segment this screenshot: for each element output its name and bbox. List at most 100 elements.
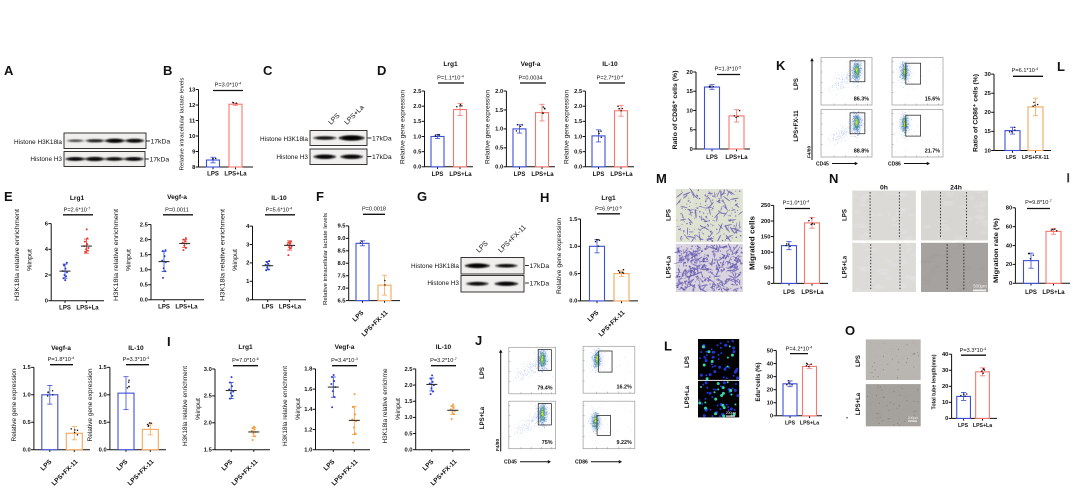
svg-text:75%: 75%: [542, 440, 553, 446]
svg-text:LPS: LPS: [785, 421, 796, 427]
svg-text:LPS: LPS: [514, 172, 526, 178]
svg-text:2.0: 2.0: [404, 383, 412, 389]
svg-text:Relative gene expression: Relative gene expression: [12, 369, 18, 442]
svg-text:30: 30: [767, 374, 773, 380]
svg-text:%input: %input: [395, 398, 402, 420]
svg-text:Total tube length(mm): Total tube length(mm): [932, 354, 938, 409]
svg-text:N: N: [829, 171, 838, 186]
svg-text:Lrg1: Lrg1: [443, 61, 458, 68]
svg-text:8: 8: [192, 165, 196, 171]
svg-text:30: 30: [984, 72, 990, 78]
svg-text:8.5: 8.5: [337, 249, 346, 255]
svg-text:P=9.8*10-7: P=9.8*10-7: [1025, 198, 1052, 206]
svg-text:0.0: 0.0: [404, 448, 412, 454]
svg-text:CD45: CD45: [816, 161, 829, 167]
svg-text:86.3%: 86.3%: [854, 97, 869, 103]
svg-text:Vegf-a: Vegf-a: [521, 61, 541, 68]
svg-text:%input: %input: [27, 249, 34, 271]
svg-text:2.0: 2.0: [495, 89, 503, 95]
svg-text:LPS+FX-11: LPS+FX-11: [1022, 155, 1049, 161]
svg-text:A: A: [4, 63, 14, 78]
svg-text:H3K18la relative enrichment: H3K18la relative enrichment: [220, 209, 227, 301]
svg-text:Lrg1: Lrg1: [70, 195, 85, 202]
svg-text:LPS: LPS: [480, 367, 486, 379]
svg-text:1.0: 1.0: [23, 393, 31, 399]
svg-text:0: 0: [1009, 281, 1012, 287]
svg-text:I: I: [167, 334, 171, 349]
svg-text:2.5: 2.5: [140, 222, 149, 228]
svg-text:2.5: 2.5: [404, 367, 413, 373]
svg-text:Relative intracellular lactate: Relative intracellular lactate levels: [323, 213, 329, 305]
svg-text:100: 100: [761, 250, 771, 256]
svg-text:24h: 24h: [950, 185, 962, 192]
svg-text:LPS+La: LPS+La: [973, 423, 992, 429]
svg-text:20: 20: [984, 110, 990, 116]
svg-text:0: 0: [45, 299, 48, 305]
svg-text:2.5: 2.5: [204, 394, 213, 400]
svg-text:%input: %input: [195, 398, 202, 420]
svg-text:P=0.0018: P=0.0018: [362, 207, 386, 213]
svg-text:P=1.0*10-4: P=1.0*10-4: [783, 199, 810, 207]
svg-text:2.0: 2.0: [140, 237, 148, 243]
svg-text:0.5: 0.5: [23, 420, 32, 426]
svg-text:Edu⁺cells (%): Edu⁺cells (%): [755, 363, 762, 402]
svg-text:LPS+La: LPS+La: [856, 392, 862, 415]
svg-text:88.8%: 88.8%: [854, 149, 869, 155]
svg-text:P=0.0011: P=0.0011: [165, 208, 189, 214]
svg-text:Relative gene expression: Relative gene expression: [564, 90, 571, 164]
svg-text:P=4.2*10-4: P=4.2*10-4: [786, 345, 813, 353]
svg-text:LPS: LPS: [794, 78, 800, 90]
svg-text:F4/80: F4/80: [495, 439, 501, 452]
svg-text:LPS: LPS: [856, 355, 862, 367]
svg-text:Histone H3K18la: Histone H3K18la: [411, 263, 459, 270]
svg-text:0.5: 0.5: [569, 271, 578, 277]
svg-text:0.5: 0.5: [140, 283, 149, 289]
svg-text:11: 11: [189, 118, 196, 124]
svg-text:1.0: 1.0: [569, 244, 577, 250]
svg-text:P=0.0034: P=0.0034: [518, 76, 542, 82]
svg-text:1.2: 1.2: [304, 427, 312, 433]
svg-text:Ratio of CD86⁺ cells (%): Ratio of CD86⁺ cells (%): [672, 71, 679, 150]
svg-text:7.0: 7.0: [337, 286, 345, 292]
svg-text:H3K18la relative enrichment: H3K18la relative enrichment: [282, 366, 289, 446]
svg-text:1.0: 1.0: [140, 268, 148, 274]
svg-text:LPS+La: LPS+La: [175, 305, 198, 311]
svg-text:LPS+La: LPS+La: [610, 172, 633, 178]
svg-text:0.0: 0.0: [569, 299, 577, 305]
svg-text:0.0: 0.0: [413, 165, 421, 171]
svg-text:LPS: LPS: [783, 290, 795, 296]
svg-text:LPS: LPS: [432, 172, 444, 178]
svg-text:P=3.4*10-4: P=3.4*10-4: [331, 356, 358, 364]
svg-text:LPS: LPS: [158, 305, 170, 311]
svg-text:IL-10: IL-10: [271, 195, 287, 202]
svg-text:25: 25: [984, 91, 991, 97]
svg-text:P=1.8*10-4: P=1.8*10-4: [48, 355, 75, 363]
svg-text:H3K18la relative enrichment: H3K18la relative enrichment: [14, 209, 21, 301]
svg-text:15: 15: [984, 129, 991, 135]
svg-text:LPS+La: LPS+La: [667, 255, 673, 278]
svg-text:Vegf-a: Vegf-a: [167, 194, 187, 201]
svg-text:20: 20: [767, 388, 773, 394]
svg-text:B: B: [163, 63, 172, 78]
svg-text:CD45: CD45: [504, 460, 517, 466]
svg-text:LPS+La: LPS+La: [800, 421, 819, 427]
svg-text:LPS: LPS: [1006, 155, 1017, 161]
svg-text:13: 13: [189, 87, 196, 93]
svg-text:500μm: 500μm: [973, 284, 987, 289]
svg-text:Lrg1: Lrg1: [601, 195, 616, 202]
svg-text:LPS+La: LPS+La: [76, 306, 99, 312]
svg-text:LPS: LPS: [59, 306, 71, 312]
svg-text:LPS+La: LPS+La: [725, 155, 748, 161]
svg-text:P=3.3*10-4: P=3.3*10-4: [960, 346, 987, 354]
svg-text:IL-10: IL-10: [602, 61, 618, 68]
svg-text:Relative gene expression: Relative gene expression: [88, 369, 94, 442]
svg-text:2: 2: [45, 273, 48, 279]
svg-text:Migration rate (%): Migration rate (%): [993, 218, 1000, 283]
svg-text:150: 150: [761, 234, 771, 240]
svg-text:8.0: 8.0: [337, 261, 345, 267]
svg-text:3: 3: [246, 242, 250, 248]
svg-text:10: 10: [942, 400, 948, 406]
svg-text:2.5: 2.5: [574, 89, 583, 95]
svg-text:E: E: [4, 189, 13, 204]
svg-text:CD86: CD86: [575, 460, 588, 466]
